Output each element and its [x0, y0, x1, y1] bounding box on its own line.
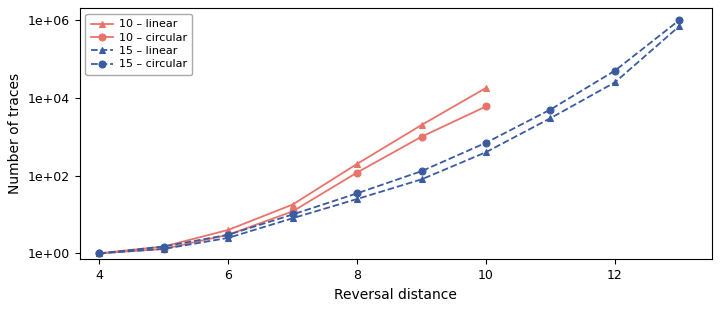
10 – linear — [417, 123, 426, 127]
10 – linear — [288, 203, 297, 206]
Line: 15 – circular: 15 – circular — [96, 16, 683, 257]
15 – linear — [95, 251, 104, 255]
15 – circular — [224, 233, 233, 237]
15 – circular — [611, 69, 619, 73]
10 – circular — [482, 104, 490, 108]
15 – circular — [417, 169, 426, 173]
Y-axis label: Number of traces: Number of traces — [9, 73, 22, 194]
15 – circular — [159, 245, 168, 248]
15 – linear — [546, 116, 555, 120]
15 – linear — [288, 216, 297, 220]
15 – circular — [95, 251, 104, 255]
10 – linear — [159, 245, 168, 248]
10 – circular — [224, 233, 233, 237]
10 – circular — [95, 251, 104, 255]
15 – linear — [675, 24, 684, 28]
Line: 15 – linear: 15 – linear — [96, 23, 683, 257]
10 – linear — [95, 251, 104, 255]
10 – linear — [353, 162, 361, 166]
15 – circular — [546, 108, 555, 111]
15 – linear — [611, 81, 619, 84]
15 – circular — [482, 141, 490, 144]
Line: 10 – circular: 10 – circular — [96, 103, 490, 257]
15 – circular — [675, 18, 684, 22]
10 – linear — [224, 228, 233, 232]
X-axis label: Reversal distance: Reversal distance — [334, 288, 457, 302]
Line: 10 – linear: 10 – linear — [96, 84, 490, 257]
15 – circular — [288, 213, 297, 216]
15 – circular — [353, 192, 361, 195]
Legend: 10 – linear, 10 – circular, 15 – linear, 15 – circular: 10 – linear, 10 – circular, 15 – linear,… — [86, 14, 192, 75]
15 – linear — [482, 150, 490, 154]
15 – linear — [159, 247, 168, 251]
10 – circular — [353, 170, 361, 174]
15 – linear — [353, 197, 361, 201]
15 – linear — [417, 178, 426, 181]
10 – linear — [482, 86, 490, 90]
15 – linear — [224, 236, 233, 240]
10 – circular — [417, 135, 426, 139]
10 – circular — [159, 247, 168, 251]
10 – circular — [288, 210, 297, 213]
